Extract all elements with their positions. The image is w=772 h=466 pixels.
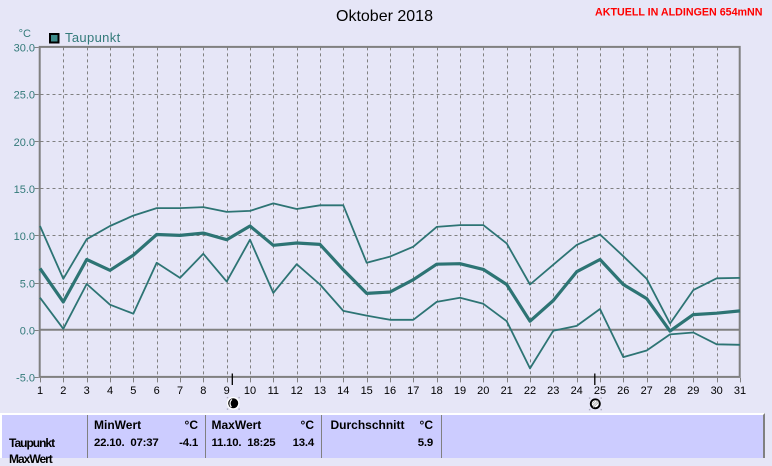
svg-text:5: 5 — [130, 385, 136, 397]
svg-text:12: 12 — [291, 385, 303, 397]
svg-text:30: 30 — [711, 385, 723, 397]
svg-text:24: 24 — [571, 385, 583, 397]
svg-text:7: 7 — [177, 385, 183, 397]
svg-text:10.0: 10.0 — [14, 231, 35, 243]
svg-text:0.0: 0.0 — [20, 325, 35, 337]
svg-text:Taupunkt: Taupunkt — [65, 30, 121, 45]
svg-text:4: 4 — [107, 385, 113, 397]
svg-text:22: 22 — [524, 385, 536, 397]
svg-text:5.0: 5.0 — [20, 278, 35, 290]
svg-text:2: 2 — [60, 385, 66, 397]
svg-text:9: 9 — [224, 385, 230, 397]
svg-text:31: 31 — [734, 385, 746, 397]
svg-text:-5.0: -5.0 — [16, 373, 35, 385]
svg-text:1: 1 — [37, 385, 43, 397]
svg-text:25: 25 — [594, 385, 606, 397]
svg-text:19: 19 — [454, 385, 466, 397]
svg-text:26: 26 — [617, 385, 629, 397]
svg-text:8: 8 — [200, 385, 206, 397]
svg-text:10: 10 — [244, 385, 256, 397]
svg-text:17: 17 — [407, 385, 419, 397]
svg-text:16: 16 — [384, 385, 396, 397]
svg-text:28: 28 — [664, 385, 676, 397]
svg-text:13: 13 — [314, 385, 326, 397]
svg-text:15.0: 15.0 — [14, 184, 35, 196]
svg-text:20: 20 — [477, 385, 489, 397]
svg-text:29: 29 — [687, 385, 699, 397]
svg-text:AKTUELL IN ALDINGEN 654mNN: AKTUELL IN ALDINGEN 654mNN — [595, 7, 762, 19]
svg-text:23: 23 — [547, 385, 559, 397]
svg-text:15: 15 — [361, 385, 373, 397]
svg-text:Oktober 2018: Oktober 2018 — [336, 8, 433, 25]
svg-text:14: 14 — [337, 385, 349, 397]
svg-text:20.0: 20.0 — [14, 137, 35, 149]
svg-text:30.0: 30.0 — [14, 43, 35, 55]
svg-text:°C: °C — [19, 28, 31, 40]
svg-text:18: 18 — [431, 385, 443, 397]
svg-text:25.0: 25.0 — [14, 90, 35, 102]
svg-text:27: 27 — [641, 385, 653, 397]
svg-text:3: 3 — [84, 385, 90, 397]
svg-text:21: 21 — [501, 385, 513, 397]
svg-text:11: 11 — [268, 385, 279, 397]
svg-text:6: 6 — [154, 385, 160, 397]
